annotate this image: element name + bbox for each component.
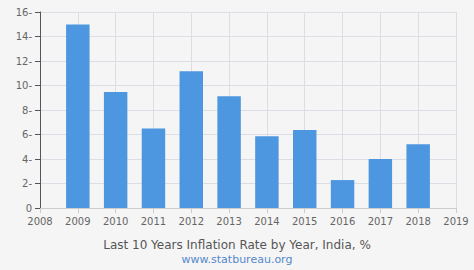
svg-text:2016: 2016 [330,216,355,227]
svg-text:14-: 14- [16,31,33,42]
svg-text:2012: 2012 [179,216,204,227]
svg-text:2014: 2014 [254,216,279,227]
svg-text:4-: 4- [22,154,32,165]
svg-text:2009: 2009 [65,216,90,227]
svg-text:2011: 2011 [141,216,166,227]
svg-text:10-: 10- [16,80,33,91]
svg-text:8-: 8- [22,105,32,116]
svg-text:2015: 2015 [292,216,317,227]
svg-text:2008: 2008 [27,216,52,227]
svg-text:2018: 2018 [405,216,430,227]
svg-text:0: 0 [26,203,32,214]
svg-text:6-: 6- [22,129,32,140]
svg-text:2010: 2010 [103,216,128,227]
svg-text:2017: 2017 [368,216,393,227]
svg-text:2013: 2013 [216,216,241,227]
svg-text:16-: 16- [16,7,33,18]
svg-text:2-: 2- [22,178,32,189]
svg-text:www.statbureau.org: www.statbureau.org [182,253,293,266]
svg-text:12-: 12- [16,56,33,67]
svg-text:Last 10 Years Inflation Rate b: Last 10 Years Inflation Rate by Year, In… [103,238,371,252]
svg-text:2019: 2019 [443,216,468,227]
